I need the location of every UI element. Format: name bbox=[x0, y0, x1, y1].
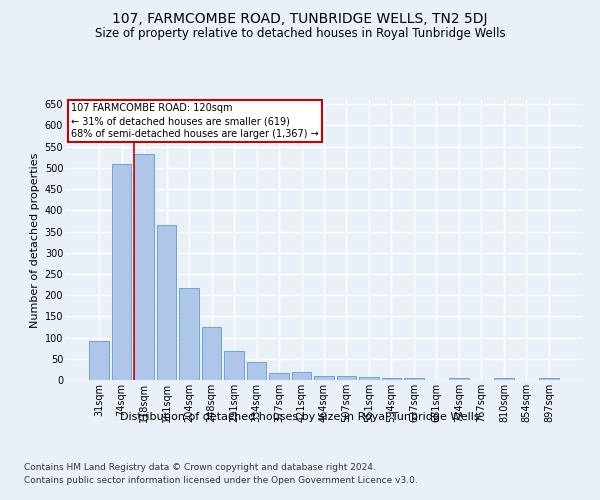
Text: Contains HM Land Registry data © Crown copyright and database right 2024.: Contains HM Land Registry data © Crown c… bbox=[24, 462, 376, 471]
Text: Contains public sector information licensed under the Open Government Licence v3: Contains public sector information licen… bbox=[24, 476, 418, 485]
Bar bbox=[112, 164, 131, 380]
Bar bbox=[157, 225, 176, 380]
Bar bbox=[337, 376, 356, 380]
Bar bbox=[494, 378, 514, 380]
Bar bbox=[449, 378, 469, 380]
Bar bbox=[202, 327, 221, 380]
Bar bbox=[314, 376, 334, 380]
Bar bbox=[134, 154, 154, 380]
Bar bbox=[539, 378, 559, 380]
Text: 107 FARMCOMBE ROAD: 120sqm
← 31% of detached houses are smaller (619)
68% of sem: 107 FARMCOMBE ROAD: 120sqm ← 31% of deta… bbox=[71, 103, 319, 139]
Bar bbox=[247, 362, 266, 380]
Bar bbox=[292, 372, 311, 380]
Bar bbox=[179, 288, 199, 380]
Bar bbox=[224, 351, 244, 380]
Text: Size of property relative to detached houses in Royal Tunbridge Wells: Size of property relative to detached ho… bbox=[95, 28, 505, 40]
Bar bbox=[359, 378, 379, 380]
Bar bbox=[89, 340, 109, 380]
Bar bbox=[382, 378, 401, 380]
Y-axis label: Number of detached properties: Number of detached properties bbox=[31, 152, 40, 328]
Text: Distribution of detached houses by size in Royal Tunbridge Wells: Distribution of detached houses by size … bbox=[120, 412, 480, 422]
Bar bbox=[269, 373, 289, 380]
Bar bbox=[404, 378, 424, 380]
Text: 107, FARMCOMBE ROAD, TUNBRIDGE WELLS, TN2 5DJ: 107, FARMCOMBE ROAD, TUNBRIDGE WELLS, TN… bbox=[112, 12, 488, 26]
